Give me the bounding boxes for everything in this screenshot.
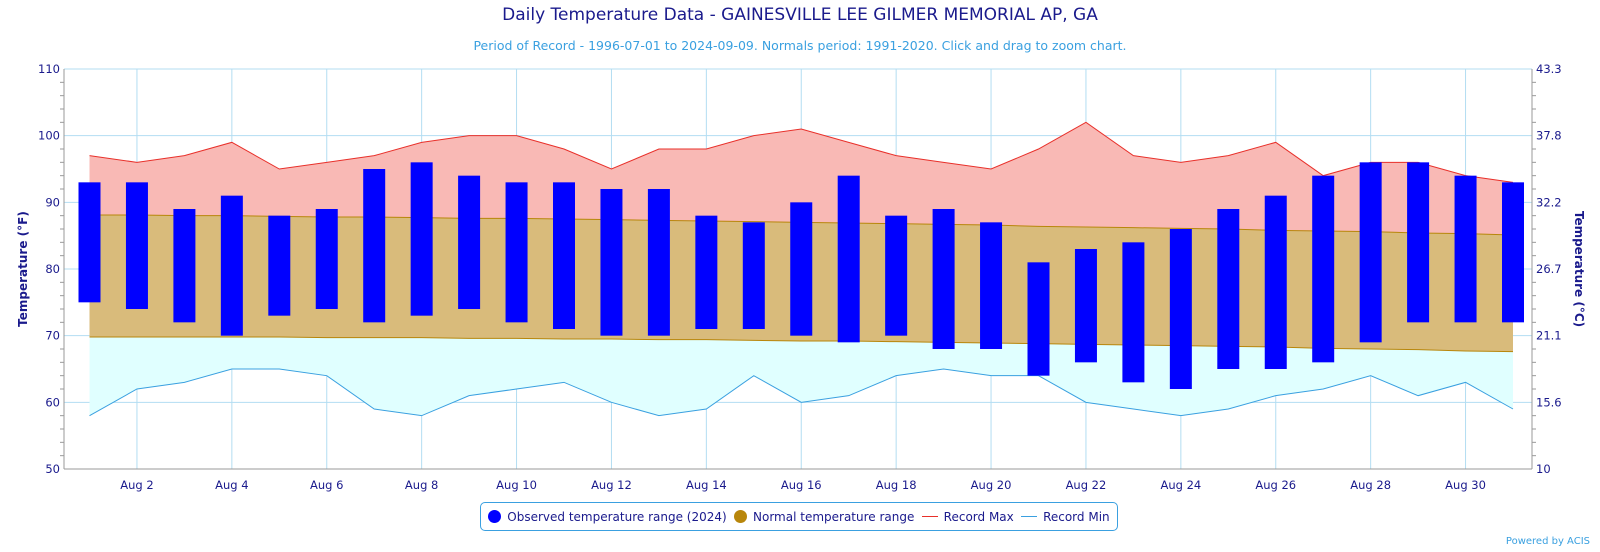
observed-range-bar[interactable]	[1312, 175, 1335, 363]
chart-title: Daily Temperature Data - GAINESVILLE LEE…	[502, 5, 1098, 25]
observed-range-bar[interactable]	[932, 209, 955, 349]
observed-range-bar[interactable]	[78, 182, 101, 303]
observed-range-bar[interactable]	[885, 215, 908, 336]
chart-subtitle: Period of Record - 1996-07-01 to 2024-09…	[473, 38, 1127, 53]
y-axis-title-left: Temperature (°F)	[16, 211, 30, 327]
chart-legend: Observed temperature range (2024) Normal…	[480, 502, 1118, 531]
y-tick-label-right: 10	[1536, 462, 1551, 476]
legend-item-record-min[interactable]: Record Min	[1021, 510, 1110, 524]
observed-range-bar[interactable]	[1264, 195, 1287, 369]
x-tick-label: Aug 18	[876, 478, 917, 492]
observed-range-bar[interactable]	[220, 195, 243, 336]
y-tick-label-left: 80	[45, 262, 60, 276]
observed-range-bar[interactable]	[790, 202, 813, 336]
y-tick-label-left: 90	[45, 195, 60, 209]
legend-item-observed[interactable]: Observed temperature range (2024)	[488, 509, 727, 524]
observed-range-bar[interactable]	[1217, 209, 1240, 369]
y-tick-label-right: 26.7	[1536, 262, 1562, 276]
x-tick-label: Aug 26	[1255, 478, 1296, 492]
record-min-line[interactable]	[89, 368, 1514, 417]
observed-range-bar[interactable]	[695, 215, 718, 329]
observed-range-bar[interactable]	[553, 182, 575, 329]
observed-range-bar[interactable]	[600, 189, 623, 336]
y-tick-label-right: 15.6	[1536, 395, 1562, 409]
y-tick-label-right: 37.8	[1536, 129, 1562, 143]
observed-range-bar[interactable]	[647, 189, 670, 336]
x-tick-label: Aug 2	[120, 478, 153, 492]
x-tick-label: Aug 6	[310, 478, 343, 492]
y-tick-label-right: 21.1	[1536, 329, 1562, 343]
legend-item-record-max[interactable]: Record Max	[921, 509, 1014, 524]
record-min-area	[89, 337, 1513, 416]
record-max-area	[89, 122, 1513, 235]
observed-dot-icon	[488, 510, 502, 523]
y-tick-label-right: 43.3	[1536, 62, 1562, 76]
x-tick-label: Aug 22	[1066, 478, 1107, 492]
observed-range-bar[interactable]	[173, 209, 196, 323]
x-tick-label: Aug 8	[405, 478, 438, 492]
observed-range-bar[interactable]	[125, 182, 148, 309]
x-tick-label: Aug 28	[1350, 478, 1391, 492]
powered-by-credit[interactable]: Powered by ACIS	[1505, 536, 1590, 547]
observed-range-bar[interactable]	[1502, 182, 1524, 323]
x-tick-label: Aug 16	[781, 478, 822, 492]
observed-range-bar[interactable]	[410, 162, 433, 316]
legend-item-normal[interactable]: Normal temperature range	[734, 510, 914, 524]
legend-label-record-max: Record Max	[943, 509, 1014, 524]
x-tick-label: Aug 20	[971, 478, 1012, 492]
legend-label-record-min: Record Min	[1043, 509, 1110, 524]
x-tick-label: Aug 30	[1445, 478, 1486, 492]
y-tick-label-left: 50	[45, 462, 60, 476]
normal-dot-icon	[734, 510, 747, 523]
observed-range-bar[interactable]	[268, 215, 291, 316]
observed-range-bar[interactable]	[1122, 242, 1145, 383]
x-tick-label: Aug 4	[215, 478, 248, 492]
record-max-line[interactable]	[89, 121, 1514, 183]
legend-label-observed: Observed temperature range (2024)	[507, 509, 727, 524]
observed-range-bar[interactable]	[1169, 229, 1192, 389]
x-tick-label: Aug 14	[686, 478, 727, 492]
x-tick-label: Aug 24	[1160, 478, 1201, 492]
y-tick-label-left: 110	[38, 62, 60, 76]
y-tick-label-left: 70	[45, 329, 60, 343]
observed-range-bar[interactable]	[837, 175, 860, 343]
y-tick-label-left: 100	[38, 129, 60, 143]
record-min-line-icon	[1021, 516, 1038, 517]
observed-range-bar[interactable]	[1359, 162, 1382, 343]
observed-range-bar[interactable]	[742, 222, 765, 329]
observed-range-bar[interactable]	[505, 182, 528, 323]
record-max-line-icon	[921, 516, 938, 517]
observed-range-bar[interactable]	[1407, 162, 1430, 323]
observed-range-bar[interactable]	[1074, 249, 1097, 363]
observed-range-bar[interactable]	[980, 222, 1003, 349]
observed-range-bar[interactable]	[1027, 262, 1050, 376]
x-tick-label: Aug 12	[591, 478, 632, 492]
observed-range-bar[interactable]	[1454, 175, 1477, 323]
y-tick-label-right: 32.2	[1536, 195, 1562, 209]
observed-range-bar[interactable]	[315, 209, 338, 309]
observed-range-bar[interactable]	[363, 169, 386, 323]
y-tick-label-left: 60	[45, 395, 60, 409]
observed-range-bar[interactable]	[458, 175, 481, 309]
x-tick-label: Aug 10	[496, 478, 537, 492]
y-axis-title-right: Temperature (°C)	[1572, 211, 1586, 327]
legend-label-normal: Normal temperature range	[753, 509, 915, 524]
